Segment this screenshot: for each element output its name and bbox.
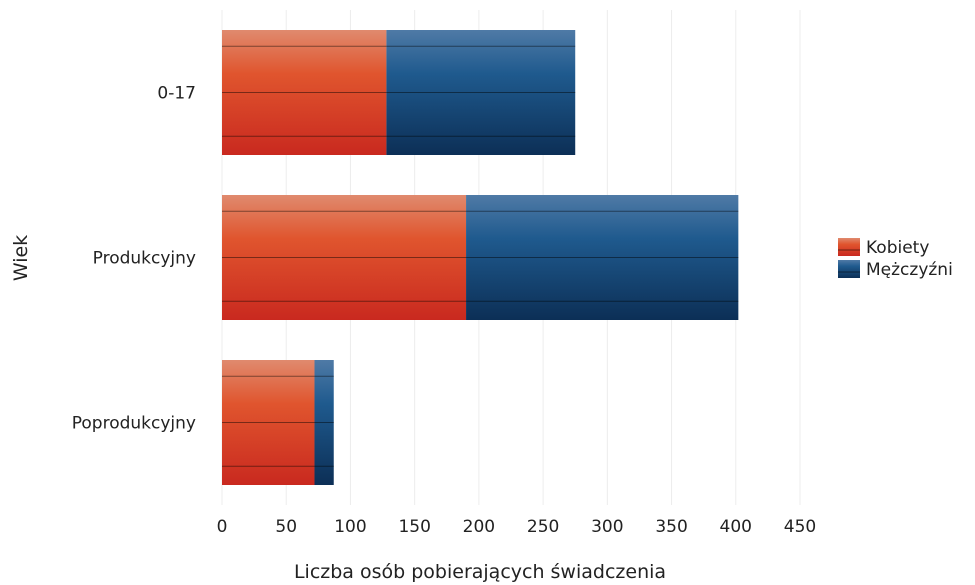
- x-tick-label: 450: [784, 517, 816, 537]
- legend-label: Mężczyźni: [866, 260, 953, 280]
- x-tick-label: 200: [463, 517, 495, 537]
- x-tick-label: 350: [655, 517, 687, 537]
- bar-mężczyźni-2: [314, 360, 334, 485]
- x-axis-title: Liczba osób pobierających świadczenia: [294, 561, 666, 583]
- bar-kobiety-1: [222, 195, 467, 320]
- bar-kobiety-2: [222, 360, 315, 485]
- x-tick-label: 100: [334, 517, 366, 537]
- legend-swatch-kobiety: [838, 238, 860, 256]
- x-tick-label: 400: [720, 517, 752, 537]
- x-tick-label: 50: [275, 517, 297, 537]
- x-tick-label: 300: [591, 517, 623, 537]
- y-category-label: 0-17: [157, 84, 196, 104]
- bars: [222, 30, 739, 485]
- y-axis-title: Wiek: [10, 235, 32, 281]
- legend-label: Kobiety: [866, 238, 929, 258]
- y-category-labels: 0-17 Produkcyjny Poprodukcyjny: [72, 84, 196, 434]
- x-tick-label: 0: [217, 517, 228, 537]
- y-category-label: Poprodukcyjny: [72, 414, 196, 434]
- x-tick-label: 250: [527, 517, 559, 537]
- x-tick-label: 150: [398, 517, 430, 537]
- legend-swatch-mezczyzni: [838, 260, 860, 278]
- bar-mężczyźni-1: [466, 195, 739, 320]
- bar-kobiety-0: [222, 30, 387, 155]
- y-category-label: Produkcyjny: [93, 249, 196, 269]
- bar-mężczyźni-0: [386, 30, 576, 155]
- x-tick-labels: 0 50 100 150 200 250 300 350 400 450: [217, 517, 817, 537]
